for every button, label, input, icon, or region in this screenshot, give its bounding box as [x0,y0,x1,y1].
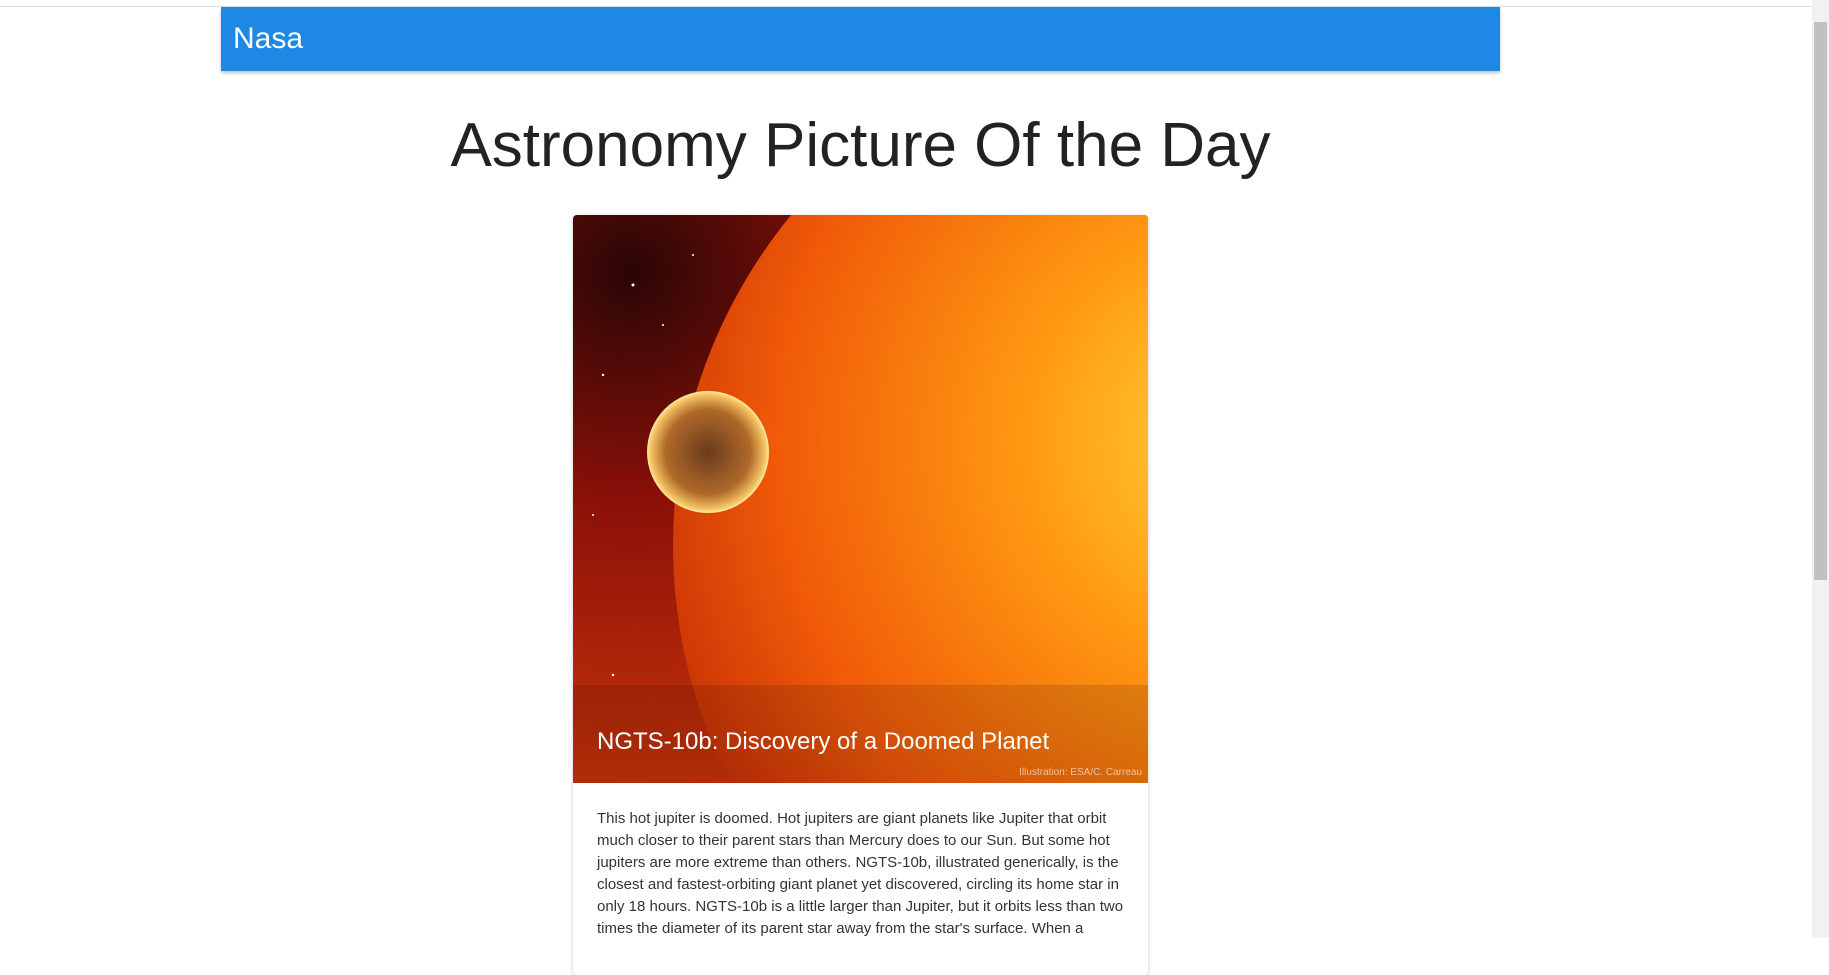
scrollbar-thumb[interactable] [1814,22,1827,580]
brand[interactable]: Nasa [233,22,304,55]
image-credit: Illustration: ESA/C. Carreau [1019,767,1142,778]
apod-image [573,215,1148,783]
scrollbar[interactable] [1812,0,1829,938]
page-title: Astronomy Picture Of the Day [450,111,1271,180]
explanation: This hot jupiter is doomed. Hot jupiters… [597,810,1124,937]
apod-card: NGTS-10b: Discovery of a Doomed Planet I… [573,215,1148,975]
top-border [0,6,1812,7]
page: Nasa Astronomy Picture Of the Day NGTS-1… [0,0,1829,938]
navbar: Nasa [221,7,1500,71]
image-title: NGTS-10b: Discovery of a Doomed Planet [597,728,1050,755]
